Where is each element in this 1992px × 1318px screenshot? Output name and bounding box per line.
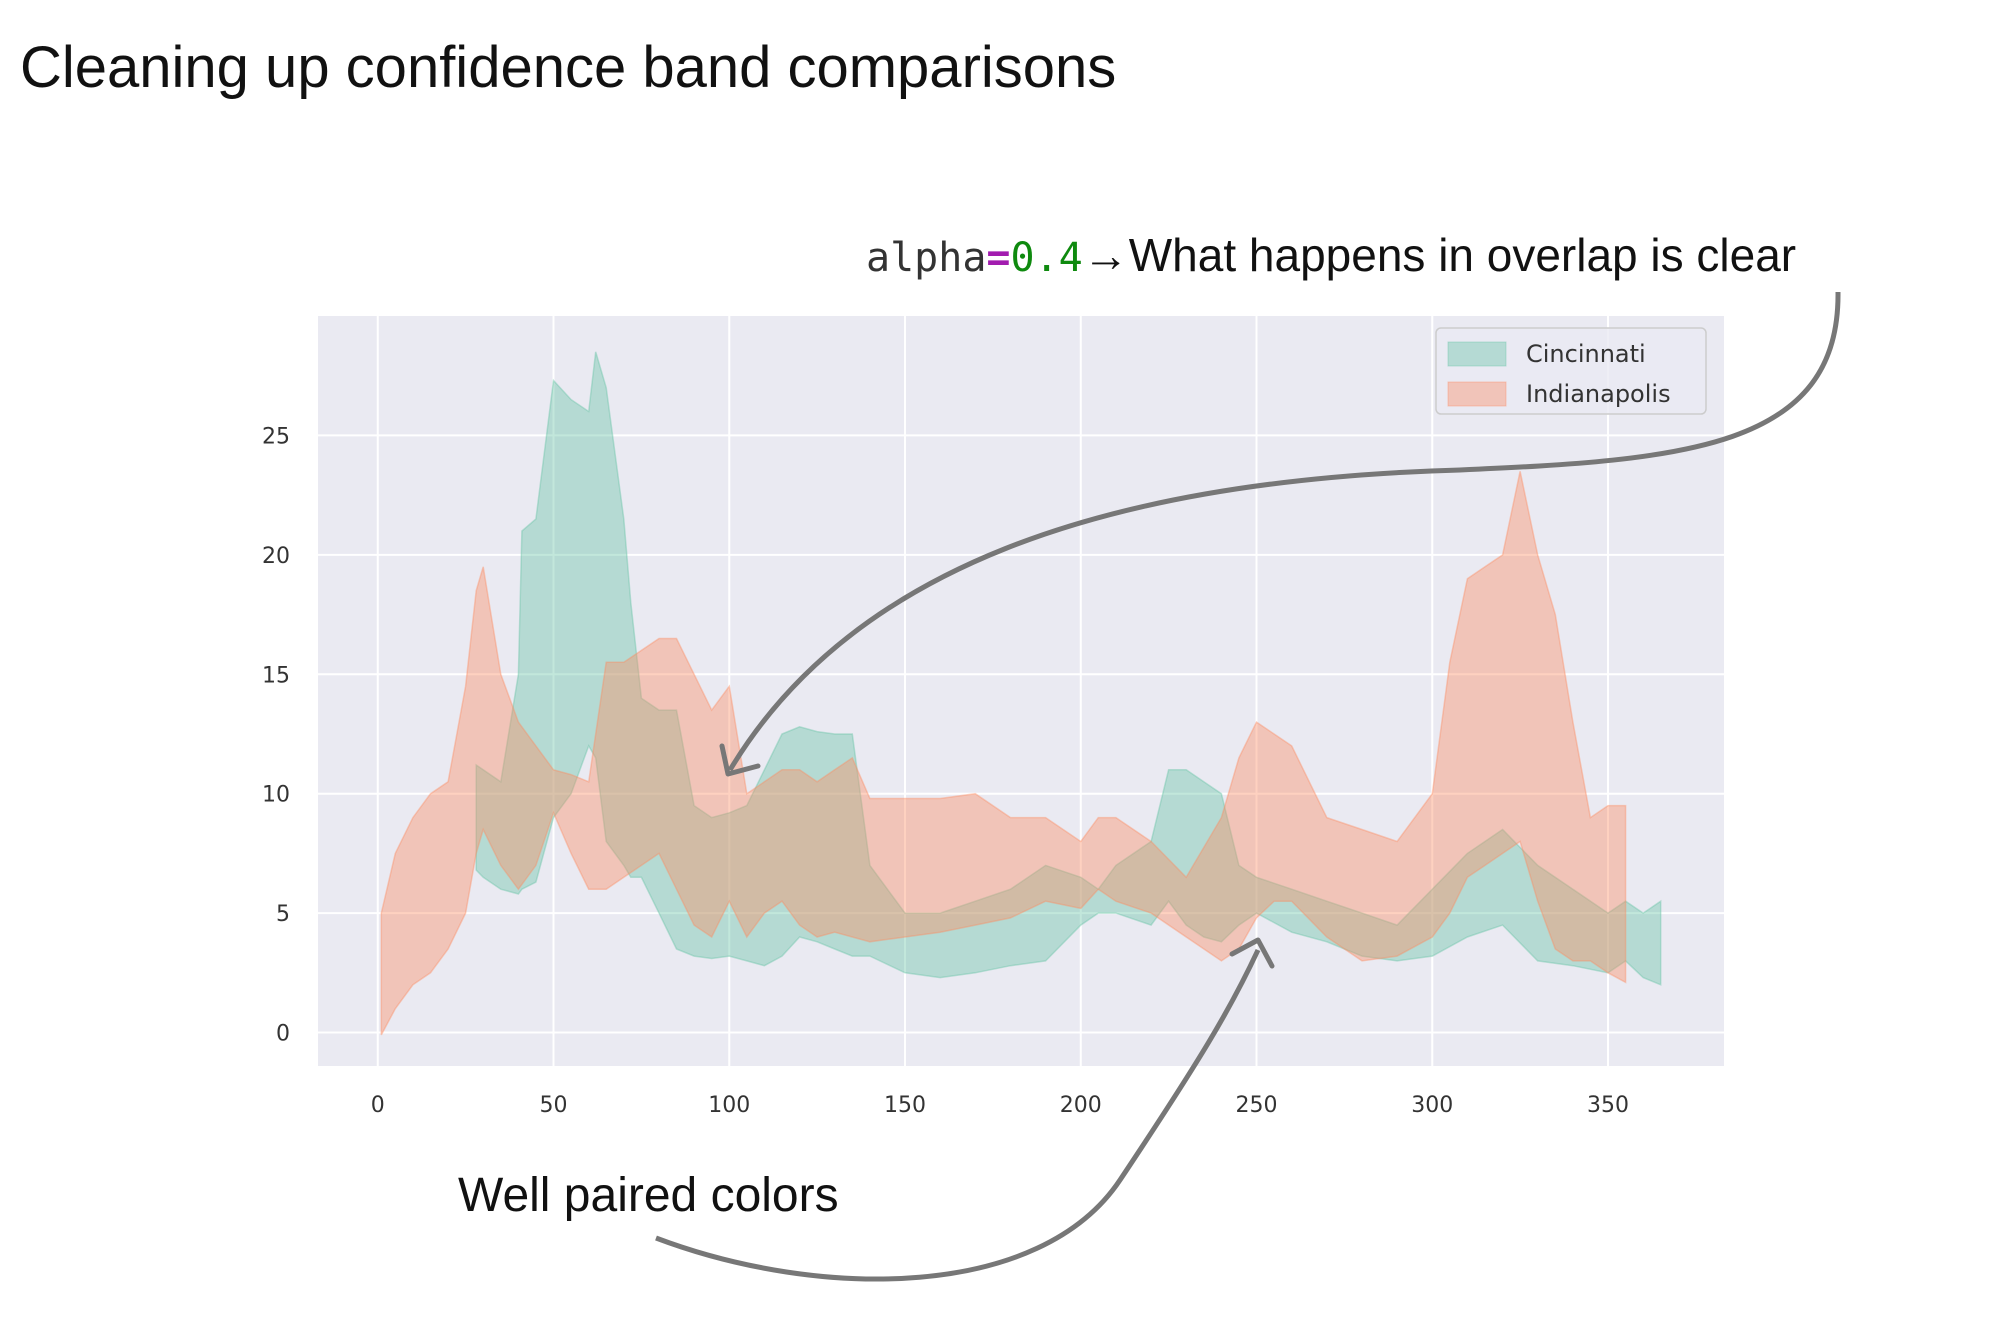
y-tick-label: 25 [262, 424, 290, 449]
y-tick-label: 0 [276, 1022, 290, 1047]
annotation-arrow-glyph: → [1082, 229, 1129, 281]
x-tick-label: 0 [371, 1093, 385, 1118]
x-tick-label: 350 [1587, 1093, 1629, 1118]
legend-swatch-indianapolis [1447, 381, 1507, 407]
x-tick-label: 50 [540, 1093, 568, 1118]
code-alpha-name: alpha [866, 235, 987, 281]
grid-lines [318, 316, 1724, 1066]
y-tick-label: 10 [262, 783, 290, 808]
overlap-annotation: alpha=0.4→What happens in overlap is cle… [866, 228, 1796, 282]
legend: Cincinnati Indianapolis [1435, 327, 1707, 415]
y-tick-label: 20 [262, 544, 290, 569]
x-tick-label: 150 [884, 1093, 926, 1118]
code-alpha-value: 0.4 [1010, 235, 1083, 281]
overlap-annotation-text: What happens in overlap is clear [1128, 229, 1797, 281]
y-tick-label: 15 [262, 663, 290, 688]
slide-title: Cleaning up confidence band comparisons [20, 35, 1117, 100]
plot-background [318, 316, 1724, 1066]
x-tick-label: 200 [1060, 1093, 1102, 1118]
overlap-arrow [727, 291, 1841, 772]
x-tick-label: 300 [1411, 1093, 1453, 1118]
code-equals: = [986, 235, 1011, 281]
band-cincinnati [475, 351, 1662, 986]
confidence-bands [380, 351, 1662, 1036]
colors-arrow-head [1229, 937, 1275, 969]
legend-label-cincinnati: Cincinnati [1526, 340, 1646, 368]
colors-annotation: Well paired colors [458, 1169, 839, 1222]
tick-labels: 0 50 100 150 200 250 300 350 0 5 10 15 20 25 [262, 424, 1629, 1118]
y-tick-label: 5 [276, 902, 290, 927]
legend-box [1435, 327, 1707, 415]
x-tick-label: 250 [1236, 1093, 1278, 1118]
band-indianapolis [380, 471, 1627, 1036]
legend-swatch-cincinnati [1447, 341, 1507, 367]
annotation-arrows [655, 291, 1841, 1282]
overlap-arrow-head [719, 743, 761, 777]
legend-label-indianapolis: Indianapolis [1526, 380, 1671, 408]
x-tick-label: 100 [708, 1093, 750, 1118]
colors-arrow [655, 948, 1261, 1282]
